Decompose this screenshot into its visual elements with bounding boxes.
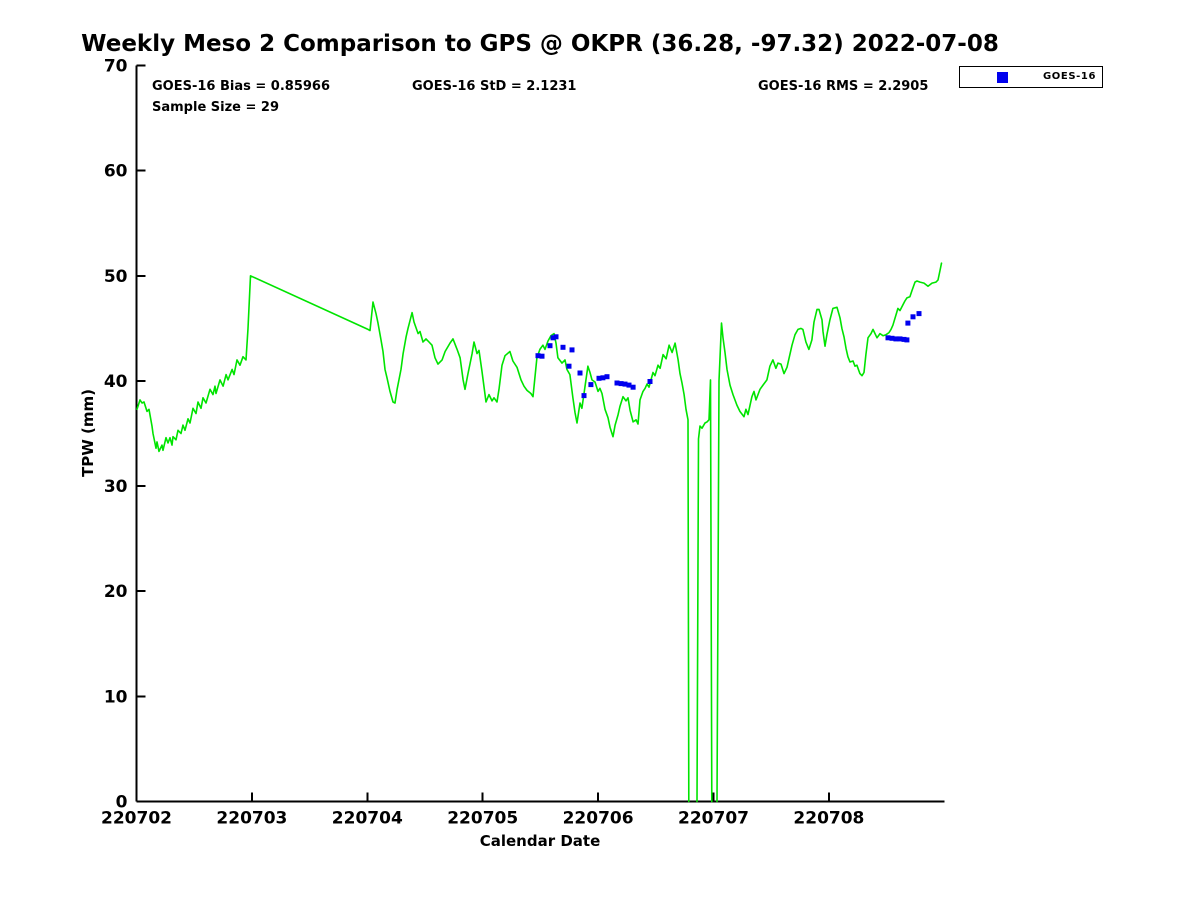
goes16-marker [600,375,606,381]
goes16-marker [569,347,575,353]
y-tick-label: 60 [104,162,128,182]
goes16-marker [626,382,632,388]
goes16-marker [897,336,903,342]
stat-rms: GOES-16 RMS = 2.2905 [758,79,929,94]
x-tick-label: 220708 [793,809,864,829]
goes16-marker [535,353,541,359]
goes16-marker [910,314,916,320]
y-tick-label: 70 [104,57,128,77]
legend: GOES-16 [959,66,1103,88]
goes16-marker [885,335,891,341]
goes16-marker [604,374,610,380]
y-axis-title: TPW (mm) [79,389,97,477]
gps-line-segment [696,379,713,803]
goes16-marker [618,381,624,387]
goes16-marker [539,353,545,359]
goes16-marker [581,393,587,399]
goes16-marker [588,382,594,388]
y-tick-label: 10 [104,687,128,707]
goes16-marker [622,381,628,387]
stat-sample: Sample Size = 29 [152,100,280,115]
x-tick-label: 220706 [563,809,634,829]
legend-goes16-marker-icon [997,72,1008,83]
x-tick-label: 220707 [678,809,749,829]
goes16-marker [647,379,653,384]
goes16-marker [904,337,910,343]
goes16-marker [893,336,899,342]
goes16-marker [630,384,636,390]
y-tick-label: 40 [104,372,128,392]
chart-title: Weekly Meso 2 Comparison to GPS @ OKPR (… [81,31,999,57]
y-tick-label: 20 [104,582,128,602]
goes16-marker [550,335,556,341]
goes16-marker [577,370,583,376]
x-tick-label: 220702 [101,809,172,829]
goes16-marker [901,336,907,342]
y-tick-label: 50 [104,267,128,287]
goes16-marker [614,380,620,386]
goes16-marker [596,375,602,381]
goes16-marker [553,334,559,340]
gps-line-segment [136,275,690,803]
goes16-marker [889,335,895,341]
x-tick-label: 220704 [332,809,403,829]
goes16-marker [547,343,553,349]
x-tick-label: 220703 [216,809,287,829]
goes16-marker [560,344,566,350]
gps-line-segment [716,262,943,803]
legend-label: GOES-16 [1043,71,1097,82]
goes16-marker [916,311,922,317]
goes16-marker [905,320,911,326]
x-tick-label: 220705 [447,809,518,829]
x-axis-title: Calendar Date [479,832,601,850]
y-tick-label: 30 [104,477,128,497]
stat-std: GOES-16 StD = 2.1231 [412,79,577,94]
y-tick-label: 0 [116,793,128,813]
stat-bias: GOES-16 Bias = 0.85966 [152,79,331,94]
goes16-marker [566,363,572,369]
